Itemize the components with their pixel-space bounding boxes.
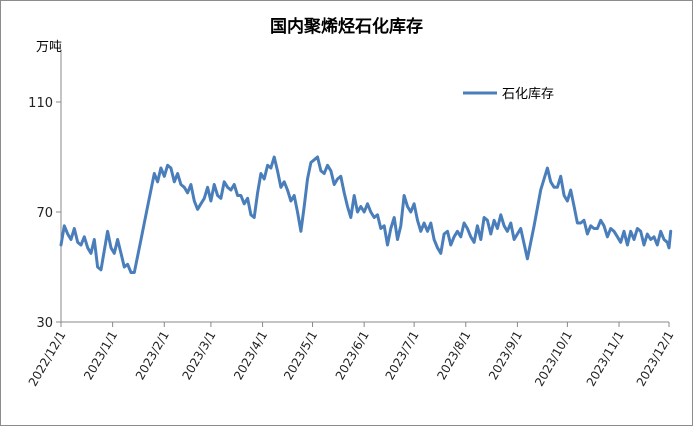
- y-tick-label: 110: [28, 96, 53, 111]
- x-tick-label: 2023/10/1: [532, 329, 575, 389]
- y-tick-label: 70: [36, 206, 53, 221]
- x-tick-label: 2023/1/1: [81, 329, 120, 383]
- x-tick-label: 2023/5/1: [281, 329, 320, 383]
- legend-label: 石化库存: [502, 86, 554, 102]
- x-tick-label: 2023/6/1: [333, 329, 372, 383]
- y-tick-label: 30: [36, 316, 53, 331]
- x-tick-label: 2023/9/1: [486, 329, 525, 383]
- x-tick-label: 2023/2/1: [133, 329, 172, 383]
- series-layer: [59, 155, 673, 274]
- x-tick-label: 2022/12/1: [26, 329, 69, 389]
- x-tick-label: 2023/8/1: [434, 329, 473, 383]
- x-tick-label: 2023/3/1: [179, 329, 218, 383]
- series-line-stock: [59, 155, 673, 274]
- x-axis-ticks: 2022/12/1 2023/1/1 2023/2/1 2023/3/1 2023/4/…: [26, 322, 677, 389]
- x-tick-label: 2023/4/1: [231, 329, 270, 383]
- y-axis-ticks: 30 70 110: [28, 96, 61, 331]
- legend: 石化库存: [463, 86, 554, 102]
- y-axis-unit-label: 万吨: [36, 40, 63, 55]
- x-tick-label: 2023/11/1: [584, 329, 627, 389]
- chart-title: 国内聚烯烃石化库存: [270, 17, 423, 37]
- x-tick-label: 2023/7/1: [383, 329, 422, 383]
- x-tick-label: 2023/12/1: [634, 329, 677, 389]
